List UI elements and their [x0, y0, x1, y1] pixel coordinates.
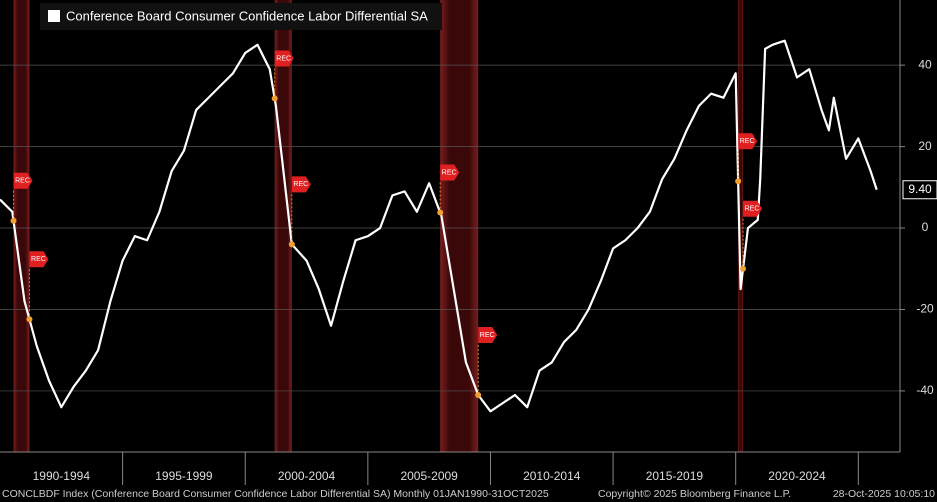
recession-tag: [738, 133, 758, 150]
recession-band: [274, 0, 292, 452]
recession-tag: [13, 172, 33, 189]
recession-dot: [735, 178, 742, 185]
timestamp: 28-Oct-2025 10:05:10: [833, 488, 935, 500]
data-line: [0, 39, 878, 413]
recession-label: REC: [31, 256, 46, 263]
recession-band: [13, 0, 30, 452]
recession-label: REC: [442, 169, 457, 176]
recession-label: REC: [740, 138, 755, 145]
footer: CONCLBDF Index (Conference Board Consume…: [2, 488, 549, 500]
recession-dot: [740, 265, 747, 272]
recession-label: REC: [480, 332, 495, 339]
recession-band: [440, 0, 479, 452]
y-tick-label: 40: [918, 57, 932, 71]
x-tick-label: 1995-1999: [155, 469, 213, 483]
recession-label: REC: [276, 55, 291, 62]
y-tick-label: -40: [916, 383, 934, 397]
y-tick-label: 20: [918, 139, 932, 153]
recession-dot: [10, 217, 17, 224]
legend-box: [40, 3, 442, 30]
recession-dot: [475, 391, 482, 398]
recession-tag: [478, 326, 498, 343]
x-tick-label: 1990-1994: [33, 469, 91, 483]
y-tick-label: -20: [916, 302, 934, 316]
x-tick-label: 2000-2004: [278, 469, 336, 483]
recession-dot: [437, 209, 444, 216]
x-tick-label: 2020-2024: [768, 469, 826, 483]
y-tick-label: 0: [922, 220, 929, 234]
recession-dot: [26, 316, 33, 323]
recession-tag: [274, 50, 294, 67]
legend-swatch: [48, 10, 60, 22]
recession-label: REC: [745, 206, 760, 213]
recession-tag: [29, 251, 49, 268]
x-tick-label: 2015-2019: [646, 469, 704, 483]
recession-label: REC: [15, 178, 30, 185]
recession-tag: [440, 164, 460, 181]
recession-dot: [288, 241, 295, 248]
recession-tag: [743, 200, 763, 217]
last-value-label: 9.40: [908, 182, 932, 196]
recession-band: [738, 0, 744, 452]
x-tick-label: 2010-2014: [523, 469, 581, 483]
recession-label: REC: [293, 181, 308, 188]
legend-label: Conference Board Consumer Confidence Lab…: [66, 8, 428, 23]
last-value-box: [902, 180, 937, 200]
copyright: Copyright© 2025 Bloomberg Finance L.P.: [598, 488, 791, 500]
recession-tag: [291, 176, 311, 193]
recession-dot: [271, 95, 278, 102]
x-tick-label: 2005-2009: [400, 469, 458, 483]
